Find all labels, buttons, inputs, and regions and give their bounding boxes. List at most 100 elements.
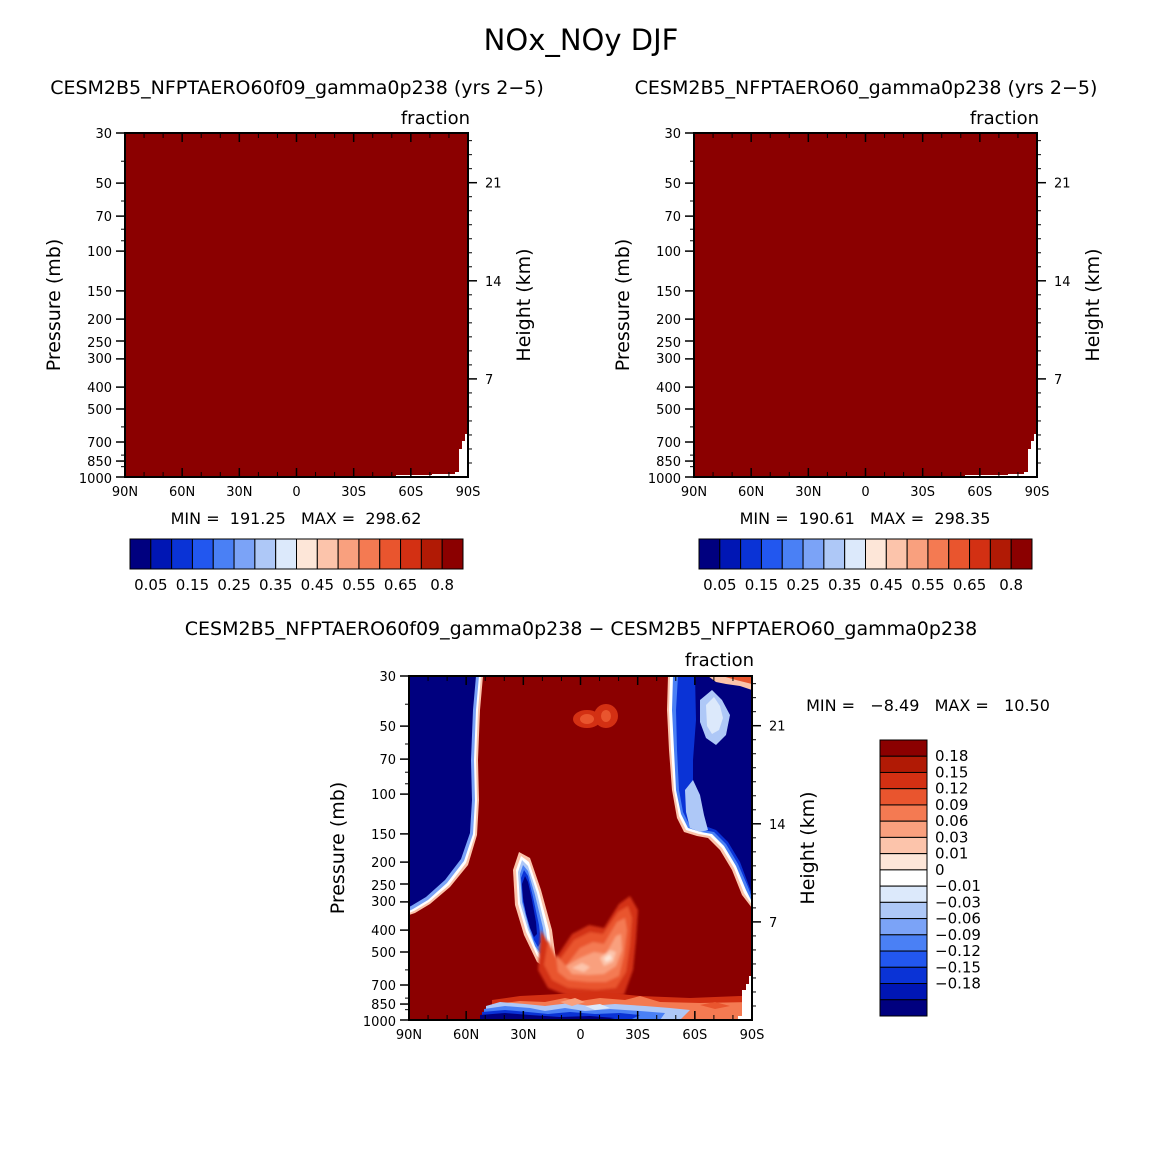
colorbar-swatch [865, 538, 887, 570]
colorbar-label: 0.8 [999, 576, 1023, 594]
colorbar-swatch [802, 538, 825, 570]
panel-3-units: fraction [685, 650, 754, 671]
colorbar-swatch [191, 538, 214, 570]
y-tick-label: 300 [371, 895, 396, 910]
colorbar-label: −0.09 [935, 926, 981, 944]
colorbar-swatch [879, 755, 928, 773]
colorbar-swatch [927, 538, 950, 570]
panel-2-y2label: Height (km) [1082, 248, 1104, 361]
x-tick-label: 0 [292, 485, 300, 500]
y-tick-label: 50 [95, 177, 112, 192]
colorbar-swatch [400, 538, 422, 570]
y-tick-label: 700 [371, 979, 396, 994]
colorbar-swatch [879, 983, 928, 1001]
panel-1-units: fraction [401, 108, 470, 129]
y-tick-label: 400 [87, 381, 112, 396]
colorbar-swatch [760, 538, 783, 570]
colorbar-swatch [337, 538, 360, 570]
colorbar-swatch [879, 901, 928, 920]
x-tick-label: 30S [625, 1028, 650, 1043]
x-tick-label: 0 [861, 485, 869, 500]
page-title: NOx_NOy DJF [484, 23, 679, 57]
colorbar-label: 0 [935, 861, 945, 879]
colorbar-label: 0.18 [935, 747, 968, 765]
panel-3-y2label: Height (km) [797, 791, 819, 904]
colorbar-label: −0.03 [935, 893, 981, 911]
y-tick-label: 500 [656, 403, 681, 418]
colorbar-swatch [906, 538, 929, 570]
panel-2-ylabel: Pressure (mb) [612, 239, 634, 372]
y-tick-label: 1000 [363, 1015, 396, 1030]
colorbar-swatch [781, 538, 804, 570]
panel-2-colorbar: 0.05 0.15 0.25 0.35 0.45 0.55 0.65 0.8 [698, 538, 1033, 594]
y-tick-label: 700 [87, 436, 112, 451]
colorbar-label: 0.01 [935, 845, 968, 863]
y-tick-label: 250 [371, 879, 396, 894]
panel-1-min-max: MIN = 191.25 MAX = 298.62 [171, 509, 422, 528]
colorbar-label: −0.06 [935, 910, 981, 928]
panel-1-missing-data [396, 434, 468, 477]
x-tick-label: 60S [398, 485, 423, 500]
y-tick-label: 500 [87, 403, 112, 418]
y-tick-label: 250 [87, 336, 112, 351]
panel-2-units: fraction [970, 108, 1039, 129]
y-tick-label: 200 [656, 313, 681, 328]
x-tick-label: 90N [681, 485, 707, 500]
colorbar-swatch [879, 918, 928, 936]
panel-3-colorbar: 0.180.150.120.090.060.030.010−0.01−0.03−… [879, 739, 981, 1017]
x-tick-label: 90S [1025, 485, 1050, 500]
y-tick-label: 850 [371, 998, 396, 1013]
colorbar-swatch [879, 739, 928, 757]
colorbar-swatch [358, 538, 381, 570]
colorbar-label: 0.25 [217, 576, 250, 594]
x-tick-label: 60N [169, 485, 195, 500]
colorbar-swatch [296, 538, 318, 570]
x-tick-label: 60S [967, 485, 992, 500]
colorbar-swatch [885, 538, 908, 570]
y-tick-label: 100 [371, 788, 396, 803]
y-tick-label: 100 [656, 245, 681, 260]
y-tick-label: 1000 [79, 472, 112, 487]
colorbar-swatch [879, 853, 928, 871]
colorbar-label: 0.35 [828, 576, 861, 594]
colorbar-label: 0.05 [134, 576, 167, 594]
panel-3-field [409, 676, 752, 1020]
y-tick-label: 700 [656, 436, 681, 451]
y-tick-label: 250 [656, 336, 681, 351]
colorbar-swatch [879, 771, 928, 790]
colorbar-swatch [233, 538, 256, 570]
panel-3: CESM2B5_NFPTAERO60f09_gamma0p238 − CESM2… [185, 618, 1050, 1043]
colorbar-swatch [698, 538, 721, 570]
x-tick-label: 0 [576, 1028, 584, 1043]
y-tick-label: 300 [87, 352, 112, 367]
colorbar-swatch [844, 538, 866, 570]
y-tick-label: 150 [656, 285, 681, 300]
y-tick-label: 70 [664, 210, 681, 225]
colorbar-label: 0.45 [301, 576, 334, 594]
x-tick-label: 90S [456, 485, 481, 500]
colorbar-label: −0.15 [935, 958, 981, 976]
panel-1-ylabel: Pressure (mb) [43, 239, 65, 372]
y-tick-label: 50 [379, 720, 396, 735]
colorbar-swatch [1010, 538, 1033, 570]
x-tick-label: 90S [740, 1028, 765, 1043]
y2-tick-label: 21 [485, 177, 502, 192]
x-tick-label: 30N [226, 485, 252, 500]
panel-1-field [125, 133, 468, 477]
colorbar-swatch [441, 538, 464, 570]
x-tick-label: 60S [682, 1028, 707, 1043]
colorbar-label: 0.15 [176, 576, 209, 594]
colorbar-swatch [740, 538, 762, 570]
y-tick-label: 300 [656, 352, 681, 367]
y-tick-label: 70 [379, 753, 396, 768]
y-tick-label: 1000 [648, 472, 681, 487]
colorbar-label: 0.05 [703, 576, 736, 594]
colorbar-label: 0.55 [342, 576, 375, 594]
panel-2-missing-data [965, 434, 1037, 477]
colorbar-label: 0.45 [870, 576, 903, 594]
panel-2-title: CESM2B5_NFPTAERO60_gamma0p238 (yrs 2−5) [635, 77, 1098, 99]
x-tick-label: 30S [341, 485, 366, 500]
panel-2-min-max: MIN = 190.61 MAX = 298.35 [740, 509, 991, 528]
colorbar-label: 0.25 [786, 576, 819, 594]
